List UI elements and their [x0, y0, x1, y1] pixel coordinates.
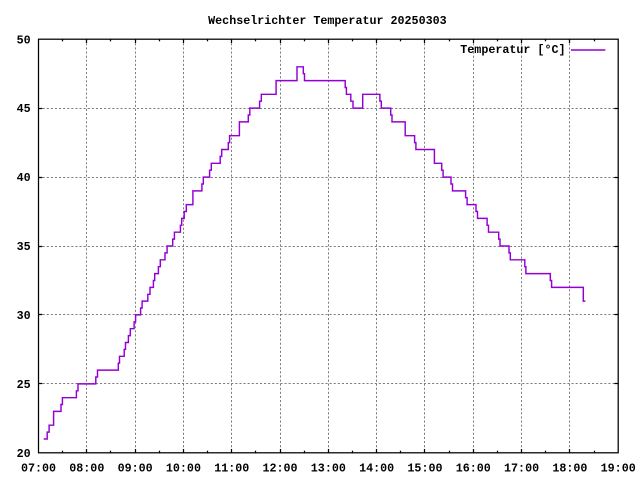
svg-text:10:00: 10:00 [166, 461, 201, 475]
svg-text:17:00: 17:00 [504, 461, 539, 475]
svg-text:12:00: 12:00 [263, 461, 298, 475]
svg-text:35: 35 [17, 240, 31, 254]
svg-text:45: 45 [17, 102, 31, 116]
svg-text:30: 30 [17, 309, 31, 323]
svg-text:50: 50 [17, 33, 31, 47]
svg-text:Temperatur [°C]: Temperatur [°C] [460, 43, 565, 57]
svg-text:20: 20 [17, 447, 31, 461]
svg-text:15:00: 15:00 [407, 461, 442, 475]
svg-text:13:00: 13:00 [311, 461, 346, 475]
svg-text:Wechselrichter Temperatur 2025: Wechselrichter Temperatur 20250303 [208, 14, 446, 28]
svg-text:09:00: 09:00 [118, 461, 153, 475]
svg-text:11:00: 11:00 [214, 461, 249, 475]
svg-text:07:00: 07:00 [21, 461, 56, 475]
svg-text:40: 40 [17, 171, 31, 185]
svg-text:19:00: 19:00 [601, 461, 636, 475]
svg-text:25: 25 [17, 378, 31, 392]
svg-text:16:00: 16:00 [456, 461, 491, 475]
svg-text:14:00: 14:00 [359, 461, 394, 475]
svg-text:18:00: 18:00 [552, 461, 587, 475]
svg-text:08:00: 08:00 [69, 461, 104, 475]
